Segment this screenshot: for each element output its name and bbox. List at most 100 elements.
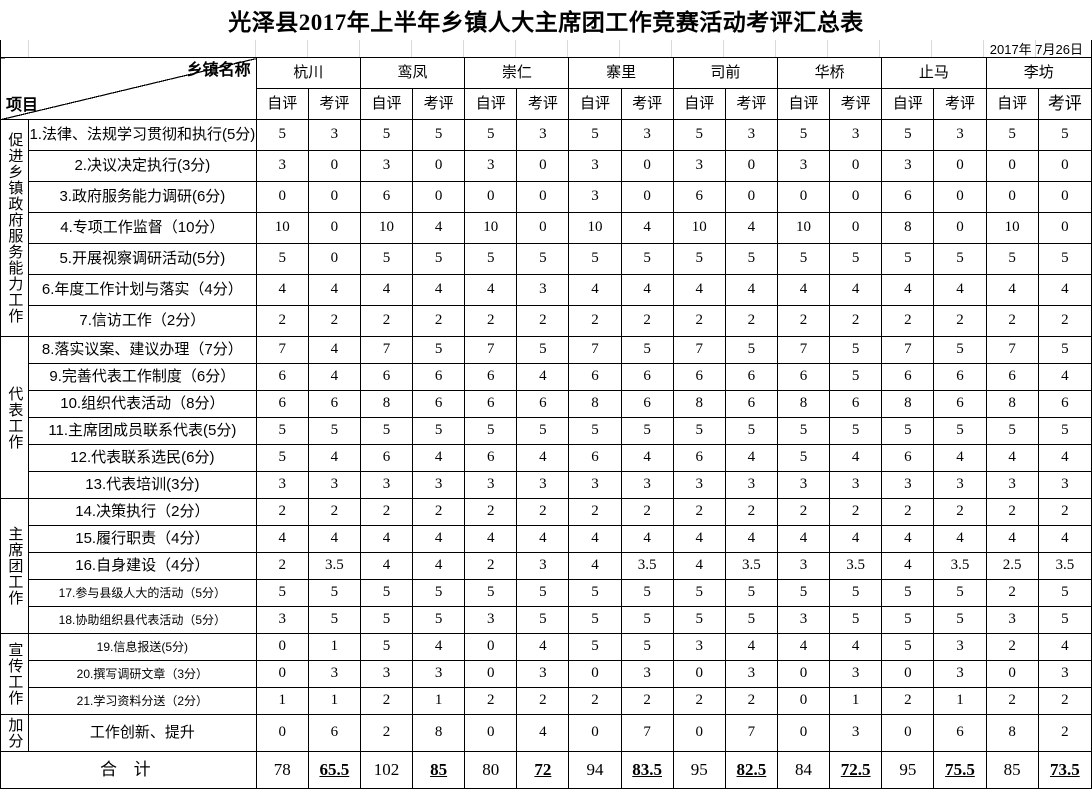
score-cell: 5 xyxy=(359,606,414,634)
score-cell: 6 xyxy=(255,390,309,418)
corner-column-label: 乡镇名称 xyxy=(186,62,251,79)
score-cell: 0 xyxy=(307,243,361,275)
score-cell: 5 xyxy=(620,579,674,607)
score-cell: 4 xyxy=(724,525,778,553)
total-row-label: 合 计 xyxy=(0,751,257,789)
score-cell: 4 xyxy=(412,274,466,306)
score-cell: 4 xyxy=(881,274,935,306)
score-cell: 3 xyxy=(568,181,622,213)
town-header-3: 崇仁 xyxy=(464,57,570,89)
score-cell: 2 xyxy=(881,498,935,526)
score-cell: 2 xyxy=(672,305,726,337)
score-cell: 5 xyxy=(516,579,570,607)
town-header-2: 鸾凤 xyxy=(359,57,466,89)
score-cell: 2 xyxy=(776,498,831,526)
table-row: 2.决议决定执行(3分) 3 0 3 0 3 0 3 0 3 0 3 0 3 0 0 0 xyxy=(1,150,1092,182)
score-cell: 3 xyxy=(516,119,570,151)
score-cell: 4 xyxy=(933,444,987,472)
score-cell: 0 xyxy=(516,212,570,244)
score-cell: 4 xyxy=(1037,525,1092,553)
score-cell: 3 xyxy=(412,471,466,499)
score-cell: 7 xyxy=(881,336,935,364)
score-cell: 5 xyxy=(881,606,935,634)
total-cell: 83.5 xyxy=(620,751,674,789)
score-cell: 0 xyxy=(464,660,518,688)
score-cell: 3 xyxy=(307,660,361,688)
score-cell: 0 xyxy=(307,212,361,244)
score-cell: 5 xyxy=(620,606,674,634)
score-cell: 4 xyxy=(307,336,361,364)
subheader-review-5: 考评 xyxy=(724,88,778,120)
score-cell: 7 xyxy=(620,714,674,752)
score-cell: 3 xyxy=(829,471,883,499)
subheader-review-1: 考评 xyxy=(307,88,361,120)
score-cell: 5 xyxy=(829,417,883,445)
score-cell: 5 xyxy=(620,633,674,661)
score-cell: 6 xyxy=(359,444,414,472)
score-cell: 0 xyxy=(829,212,883,244)
score-cell: 3 xyxy=(985,606,1039,634)
score-cell: 0 xyxy=(985,660,1039,688)
score-cell: 3 xyxy=(672,633,726,661)
score-cell: 6 xyxy=(359,363,414,391)
score-cell: 7 xyxy=(985,336,1039,364)
score-cell: 4 xyxy=(568,525,622,553)
item-label: 10.组织代表活动（8分） xyxy=(28,390,257,418)
score-cell: 3 xyxy=(620,471,674,499)
score-cell: 5 xyxy=(307,606,361,634)
score-cell: 3.5 xyxy=(307,552,361,580)
score-cell: 5 xyxy=(829,579,883,607)
table-row: 促进乡镇政府服务能力工作 1.法律、法规学习贯彻和执行(5分) 5 3 5 5 5 3 5 3 5 3… xyxy=(0,119,1092,337)
score-cell: 5 xyxy=(1037,417,1092,445)
score-cell: 4 xyxy=(516,444,570,472)
score-cell: 4 xyxy=(776,525,831,553)
score-cell: 0 xyxy=(724,181,778,213)
score-cell: 5 xyxy=(464,579,518,607)
score-cell: 10 xyxy=(464,212,518,244)
score-cell: 3 xyxy=(724,119,778,151)
score-cell: 1 xyxy=(933,687,987,715)
score-cell: 8 xyxy=(412,714,466,752)
score-cell: 5 xyxy=(829,363,883,391)
score-cell: 4 xyxy=(1037,633,1092,661)
score-cell: 4 xyxy=(359,274,414,306)
score-cell: 5 xyxy=(776,417,831,445)
score-cell: 5 xyxy=(359,579,414,607)
score-cell: 6 xyxy=(933,363,987,391)
score-cell: 2 xyxy=(933,305,987,337)
town-header-5: 司前 xyxy=(672,57,778,89)
score-cell: 2 xyxy=(359,305,414,337)
score-cell: 0 xyxy=(776,181,831,213)
score-cell: 2 xyxy=(672,687,726,715)
score-cell: 6 xyxy=(516,390,570,418)
subheader-self-6: 自评 xyxy=(776,88,831,120)
header-row-towns: 乡镇名称 项目 杭川 鸾凤 崇仁 寨里 司前 华桥 止马 李坊 xyxy=(0,57,1092,120)
score-cell: 2 xyxy=(516,305,570,337)
score-cell: 3 xyxy=(933,471,987,499)
score-cell: 10 xyxy=(985,212,1039,244)
score-cell: 5 xyxy=(568,633,622,661)
score-cell: 4 xyxy=(412,212,466,244)
score-cell: 2 xyxy=(307,305,361,337)
total-cell: 94 xyxy=(568,751,622,789)
score-cell: 0 xyxy=(933,150,987,182)
score-cell: 5 xyxy=(724,606,778,634)
score-cell: 0 xyxy=(412,150,466,182)
score-cell: 4 xyxy=(933,525,987,553)
score-cell: 0 xyxy=(776,687,831,715)
subheader-self-7: 自评 xyxy=(881,88,935,120)
score-cell: 0 xyxy=(464,633,518,661)
score-cell: 0 xyxy=(829,181,883,213)
subheader-review-3: 考评 xyxy=(516,88,570,120)
score-cell: 10 xyxy=(776,212,831,244)
table-row: 12.代表联系选民(6分) 5 4 6 4 6 4 6 4 6 4 5 4 6 4 4 4 xyxy=(1,444,1092,472)
score-cell: 2 xyxy=(568,305,622,337)
score-cell: 0 xyxy=(255,660,309,688)
score-cell: 4 xyxy=(1037,363,1092,391)
score-cell: 3 xyxy=(933,633,987,661)
score-cell: 6 xyxy=(724,363,778,391)
score-cell: 2 xyxy=(412,498,466,526)
score-cell: 2 xyxy=(568,498,622,526)
score-cell: 6 xyxy=(307,390,361,418)
score-cell: 2 xyxy=(881,687,935,715)
